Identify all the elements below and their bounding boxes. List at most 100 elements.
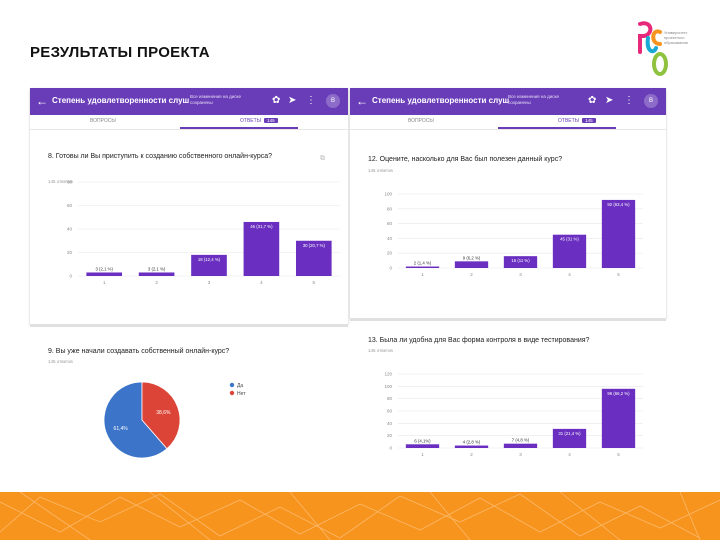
data-label: 31 (21,4 %) <box>558 431 581 436</box>
bar <box>601 388 636 448</box>
tab-bar: ВОПРОСЫ ОТВЕТЫ 145 <box>30 115 348 130</box>
x-tick-label: 2 <box>155 280 158 285</box>
palette-icon[interactable]: ✿ <box>272 95 281 106</box>
bar <box>405 266 440 268</box>
bar <box>454 445 489 448</box>
legend-label: Нет <box>237 391 246 397</box>
pie-slice <box>103 381 168 459</box>
question-title: 9. Вы уже начали создавать собственный о… <box>48 348 230 355</box>
bar <box>138 272 175 276</box>
data-label: 45 (31 %) <box>560 237 579 242</box>
x-tick-label: 4 <box>568 452 571 457</box>
y-tick-label: 20 <box>387 251 393 256</box>
x-tick-label: 1 <box>421 272 424 277</box>
app-bar: ← Степень удовлетворенности слуш Все изм… <box>350 88 666 115</box>
y-tick-label: 120 <box>384 372 392 377</box>
more-icon[interactable]: ⋮ <box>306 95 316 106</box>
tab-answers-label: ОТВЕТЫ <box>558 118 580 124</box>
form-title: Степень удовлетворенности слуш <box>372 96 510 105</box>
back-arrow-icon[interactable]: ← <box>356 94 368 108</box>
bar <box>405 444 440 448</box>
active-tab-indicator <box>180 127 298 129</box>
x-tick-label: 1 <box>103 280 106 285</box>
slice-label: 38,6% <box>156 410 171 416</box>
data-label: 3 (2,1 %) <box>95 266 113 271</box>
send-icon[interactable]: ➤ <box>605 95 614 106</box>
bar <box>552 234 587 268</box>
x-tick-label: 3 <box>519 272 522 277</box>
palette-icon[interactable]: ✿ <box>588 95 597 106</box>
form-title: Степень удовлетворенности слуш <box>52 96 190 105</box>
data-label: 9 (6,2 %) <box>463 255 481 260</box>
y-tick-label: 0 <box>389 266 392 271</box>
bar <box>454 261 489 268</box>
tab-bar: ВОПРОСЫ ОТВЕТЫ 145 <box>350 115 666 130</box>
slice-label: 61,4% <box>114 426 129 432</box>
y-tick-label: 40 <box>387 236 393 241</box>
save-status: Все изменения на диске сохранены <box>190 94 242 105</box>
data-label: 16 (11 %) <box>511 258 530 263</box>
data-label: 46 (31,7 %) <box>250 224 273 229</box>
back-arrow-icon[interactable]: ← <box>36 94 48 108</box>
slide-title: РЕЗУЛЬТАТЫ ПРОЕКТА <box>30 44 210 61</box>
response-count: 145 ответов <box>368 168 393 173</box>
y-tick-label: 40 <box>67 227 73 232</box>
data-label: 4 (2,8 %) <box>463 440 481 445</box>
card-divider <box>350 318 666 321</box>
x-tick-label: 5 <box>617 272 620 277</box>
y-tick-label: 80 <box>387 206 393 211</box>
bar <box>552 428 587 448</box>
pie-slice <box>141 381 181 450</box>
response-count: 145 ответов <box>48 179 73 184</box>
data-label: 18 (12,4 %) <box>198 257 221 262</box>
data-label: 6 (4,1%) <box>414 438 431 443</box>
logo-caption: Университет проектного образования <box>664 30 688 45</box>
legend-swatch <box>229 390 235 396</box>
copy-icon[interactable]: ⧉ <box>320 155 325 162</box>
question-title: 12. Оцените, насколько для Вас был полез… <box>368 156 563 163</box>
tab-answers-label: ОТВЕТЫ <box>240 118 262 124</box>
y-tick-label: 60 <box>387 409 393 414</box>
y-tick-label: 60 <box>67 203 73 208</box>
bar <box>243 221 280 276</box>
question-title: 13. Была ли удобна для Вас форма контрол… <box>368 337 590 344</box>
response-count: 145 ответов <box>48 359 73 364</box>
response-count: 145 ответов <box>368 348 393 353</box>
question-title: 8. Готовы ли Вы приступить к созданию со… <box>48 153 273 160</box>
more-icon[interactable]: ⋮ <box>624 95 634 106</box>
x-tick-label: 5 <box>313 280 316 285</box>
answers-count-badge: 145 <box>582 118 596 123</box>
tab-answers[interactable]: ОТВЕТЫ 145 <box>240 118 278 124</box>
x-tick-label: 2 <box>470 272 473 277</box>
y-tick-label: 100 <box>384 192 392 197</box>
y-tick-label: 20 <box>387 433 393 438</box>
data-label: 96 (66,2 %) <box>607 391 630 396</box>
x-tick-label: 3 <box>519 452 522 457</box>
avatar[interactable]: В <box>644 94 658 108</box>
bar <box>503 256 538 268</box>
y-tick-label: 0 <box>389 446 392 451</box>
save-status: Все изменения на диске сохранены <box>508 94 560 105</box>
x-tick-label: 5 <box>617 452 620 457</box>
y-tick-label: 80 <box>387 396 393 401</box>
bar <box>191 254 227 276</box>
x-tick-label: 4 <box>568 272 571 277</box>
send-icon[interactable]: ➤ <box>288 95 297 106</box>
y-tick-label: 60 <box>387 221 393 226</box>
avatar[interactable]: В <box>326 94 340 108</box>
footer-band <box>0 491 720 540</box>
tab-answers[interactable]: ОТВЕТЫ 145 <box>558 118 596 124</box>
active-tab-indicator <box>498 127 616 129</box>
tab-questions[interactable]: ВОПРОСЫ <box>90 118 116 124</box>
answers-count-badge: 145 <box>264 118 278 123</box>
legend-swatch <box>229 382 235 388</box>
data-label: 30 (20,7 %) <box>303 243 326 248</box>
data-label: 92 (63,4 %) <box>607 202 630 207</box>
card-divider <box>30 324 348 327</box>
bar <box>86 272 123 276</box>
y-tick-label: 40 <box>387 421 393 426</box>
tab-questions[interactable]: ВОПРОСЫ <box>408 118 434 124</box>
y-tick-label: 100 <box>384 384 392 389</box>
